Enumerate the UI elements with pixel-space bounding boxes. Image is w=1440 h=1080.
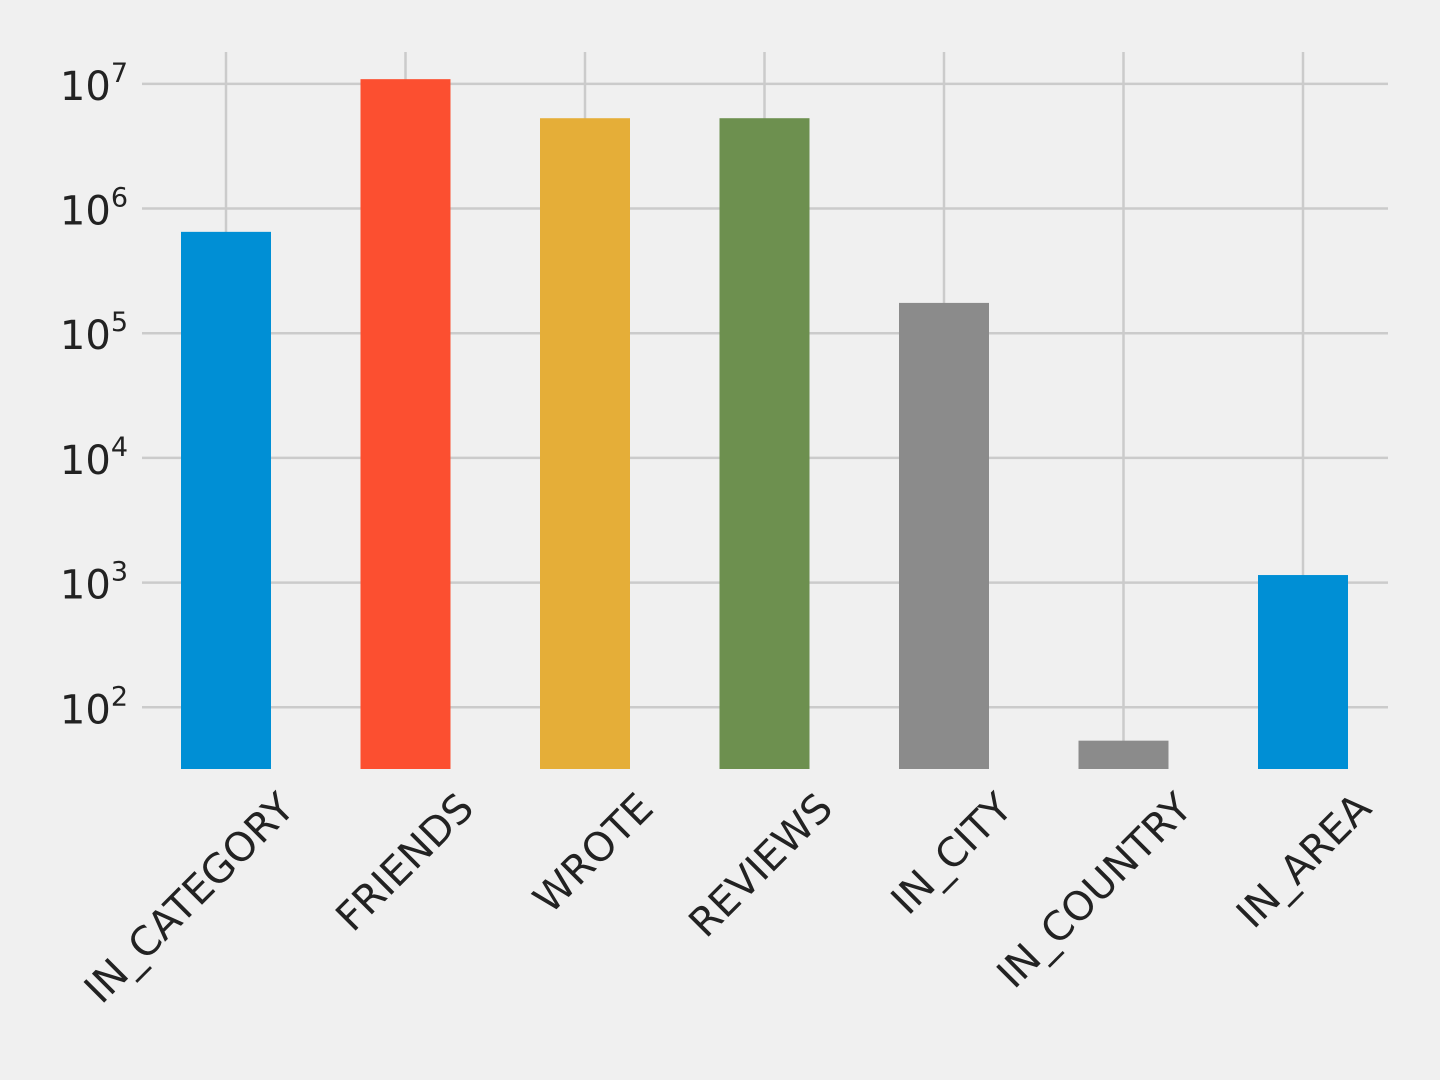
bar-wrote <box>540 118 630 770</box>
x-tick-label: WROTE <box>525 785 663 923</box>
y-tick-base: 10 <box>60 563 111 609</box>
bar-in-city <box>899 302 989 769</box>
y-tick-base: 10 <box>60 64 111 110</box>
x-axis-ticks: IN_CATEGORY FRIENDS WROTE REVIEWS IN_CITY IN_… <box>76 784 1381 1012</box>
y-tick-base: 10 <box>60 438 111 484</box>
y-tick-label: 102 <box>60 681 128 733</box>
y-tick-exponent: 4 <box>111 432 128 463</box>
y-tick-label: 105 <box>60 307 128 359</box>
x-tick-label: IN_CITY <box>883 785 1022 924</box>
y-tick-exponent: 5 <box>111 307 128 338</box>
y-tick-exponent: 6 <box>111 183 128 214</box>
y-tick-label: 106 <box>60 183 128 235</box>
bar-friends <box>360 79 451 769</box>
y-tick-exponent: 7 <box>111 58 128 89</box>
bar-in-area <box>1258 575 1348 769</box>
y-tick-label: 103 <box>60 557 128 609</box>
y-tick-base: 10 <box>60 313 111 359</box>
bar-reviews <box>719 118 810 770</box>
y-tick-label: 107 <box>60 58 128 110</box>
y-tick-base: 10 <box>60 687 111 733</box>
x-tick-label: REVIEWS <box>680 785 842 947</box>
x-tick-label: FRIENDS <box>327 785 483 941</box>
bar-in-category <box>181 231 271 770</box>
y-tick-base: 10 <box>60 189 111 235</box>
x-tick-label: IN_AREA <box>1228 784 1381 937</box>
bars <box>181 79 1348 770</box>
y-tick-exponent: 3 <box>111 557 128 588</box>
bar-in-country <box>1078 740 1169 769</box>
y-tick-exponent: 2 <box>111 681 128 712</box>
x-tick-label: IN_CATEGORY <box>76 785 304 1013</box>
y-tick-label: 104 <box>60 432 128 484</box>
